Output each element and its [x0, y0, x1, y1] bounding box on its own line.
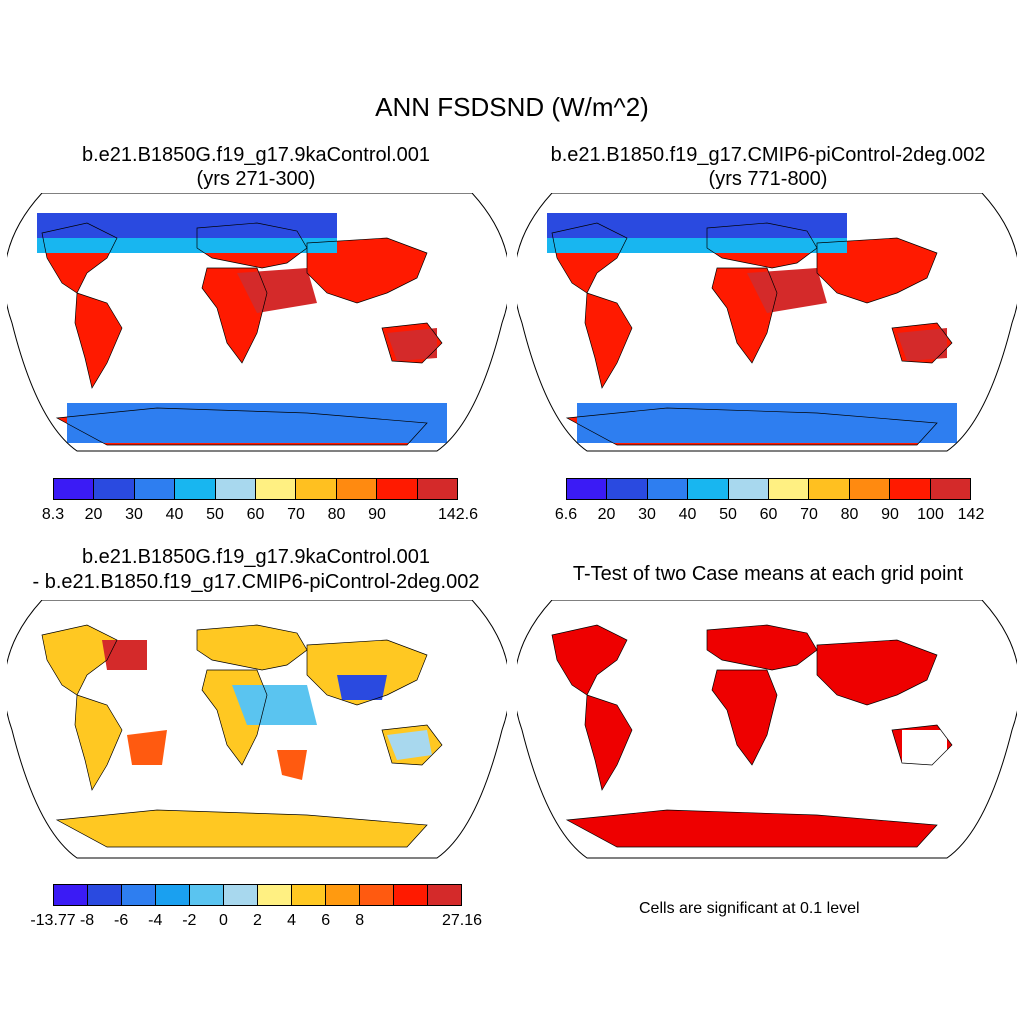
- bottom-left-colorbar-tick-label: 8: [355, 912, 365, 929]
- bottom-left-colorbar-swatch: [156, 885, 190, 905]
- bottom-left-colorbar-swatch: [428, 885, 461, 905]
- top-right-colorbar-swatch: [809, 479, 850, 499]
- bottom-left-colorbar-tick-label: 6: [321, 912, 331, 929]
- top-left-colorbar-swatch: [94, 479, 135, 499]
- top-left-title-line2: (yrs 271-300): [196, 168, 316, 190]
- top-left-colorbar-tick-label: 60: [246, 506, 265, 523]
- top-left-colorbar-swatch: [336, 479, 378, 499]
- top-right-colorbar-swatch: [769, 479, 810, 499]
- bottom-left-colorbar-tick-label: -6: [114, 912, 129, 929]
- bottom-left-colorbar-swatch: [326, 885, 360, 905]
- top-left-colorbar-tick-label: 20: [84, 506, 103, 523]
- top-right-colorbar-tick-label: 90: [881, 506, 899, 523]
- top-right-colorbar: [566, 478, 971, 500]
- top-right-colorbar-tick-label: 6.6: [554, 506, 578, 523]
- top-right-colorbar-tick-label: 20: [597, 506, 616, 523]
- bottom-left-colorbar-swatch: [88, 885, 122, 905]
- bottom-left-colorbar-swatch: [190, 885, 224, 905]
- bottom-left-colorbar-tick-label: -13.77: [30, 912, 76, 929]
- top-left-colorbar-tick-label: 80: [327, 506, 346, 523]
- top-right-colorbar-tick-label: 100: [917, 506, 944, 523]
- bottom-left-map: [7, 600, 507, 859]
- top-left-colorbar-tick-label: 70: [287, 506, 305, 523]
- top-left-colorbar-swatch: [134, 479, 176, 499]
- bottom-left-colorbar-tick-label: -2: [182, 912, 197, 929]
- top-right-map: [517, 193, 1017, 452]
- bottom-left-colorbar-tick-label: 2: [253, 912, 262, 929]
- top-left-colorbar-swatch: [175, 479, 216, 499]
- top-left-colorbar-tick-label: 8.3: [41, 506, 65, 523]
- top-right-colorbar-tick-label: 142: [957, 506, 985, 523]
- top-right-colorbar-labels: 6.6 20 30 40 50 60 70 80 90 100 142: [555, 506, 984, 526]
- bottom-left-colorbar-swatch: [394, 885, 428, 905]
- bottom-left-colorbar-swatch: [122, 885, 156, 905]
- top-left-colorbar: [53, 478, 458, 500]
- bottom-left-colorbar-swatch: [292, 885, 326, 905]
- top-left-colorbar-tick-label: 142.6: [437, 506, 479, 523]
- top-left-colorbar-swatch: [296, 479, 337, 499]
- top-right-colorbar-swatch: [849, 479, 891, 499]
- top-right-colorbar-tick-label: 50: [719, 506, 737, 523]
- bottom-right-map: [517, 600, 1017, 859]
- top-right-title-line1: b.e21.B1850.f19_g17.CMIP6-piControl-2deg…: [550, 144, 986, 166]
- top-right-colorbar-tick-label: 40: [678, 506, 697, 523]
- figure-title: ANN FSDSND (W/m^2): [375, 92, 649, 122]
- bottom-left-colorbar: [53, 884, 462, 906]
- bottom-left-colorbar-swatch: [258, 885, 292, 905]
- bottom-right-title: T-Test of two Case means at each grid po…: [572, 563, 964, 585]
- top-right-colorbar-tick-label: 80: [840, 506, 859, 523]
- top-left-colorbar-swatch: [54, 479, 95, 499]
- bottom-left-colorbar-labels: -13.77 -8 -6 -4 -2 0 2 4 6 8 27.16: [30, 912, 482, 932]
- top-left-colorbar-tick-label: 40: [165, 506, 184, 523]
- top-right-title-line2: (yrs 771-800): [708, 168, 828, 190]
- top-left-map: [7, 193, 507, 452]
- top-left-colorbar-swatch: [256, 479, 297, 499]
- top-left-colorbar-tick-label: 90: [368, 506, 386, 523]
- top-right-colorbar-swatch: [728, 479, 770, 499]
- top-right-colorbar-swatch: [607, 479, 648, 499]
- top-left-colorbar-tick-label: 50: [206, 506, 224, 523]
- top-left-title-line1: b.e21.B1850G.f19_g17.9kaControl.001: [81, 144, 431, 166]
- bottom-left-title-line2: - b.e21.B1850.f19_g17.CMIP6-piControl-2d…: [32, 571, 480, 593]
- bottom-left-colorbar-tick-label: 4: [287, 912, 297, 929]
- bottom-left-colorbar-tick-label: -8: [79, 912, 95, 929]
- top-right-colorbar-swatch: [647, 479, 689, 499]
- top-left-colorbar-tick-label: 30: [125, 506, 143, 523]
- top-left-colorbar-labels: 8.3 20 30 40 50 60 70 80 90 142.6: [42, 506, 478, 526]
- top-right-colorbar-swatch: [930, 479, 971, 499]
- top-right-colorbar-swatch: [890, 479, 931, 499]
- top-right-colorbar-tick-label: 30: [638, 506, 656, 523]
- bottom-left-colorbar-swatch: [360, 885, 394, 905]
- top-right-colorbar-swatch: [567, 479, 608, 499]
- bottom-left-colorbar-tick-label: -4: [148, 912, 163, 929]
- bottom-left-colorbar-tick-label: 27.16: [441, 912, 483, 929]
- bottom-left-colorbar-swatch: [224, 885, 258, 905]
- top-right-colorbar-tick-label: 70: [800, 506, 818, 523]
- top-right-colorbar-tick-label: 60: [759, 506, 778, 523]
- top-right-colorbar-swatch: [688, 479, 729, 499]
- bottom-left-title-line1: b.e21.B1850G.f19_g17.9kaControl.001: [81, 546, 431, 568]
- top-left-colorbar-swatch: [377, 479, 418, 499]
- top-left-colorbar-swatch: [215, 479, 257, 499]
- bottom-left-colorbar-tick-label: 0: [218, 912, 228, 929]
- top-left-colorbar-swatch: [417, 479, 458, 499]
- significance-note: Cells are significant at 0.1 level: [639, 900, 860, 917]
- bottom-left-colorbar-swatch: [54, 885, 88, 905]
